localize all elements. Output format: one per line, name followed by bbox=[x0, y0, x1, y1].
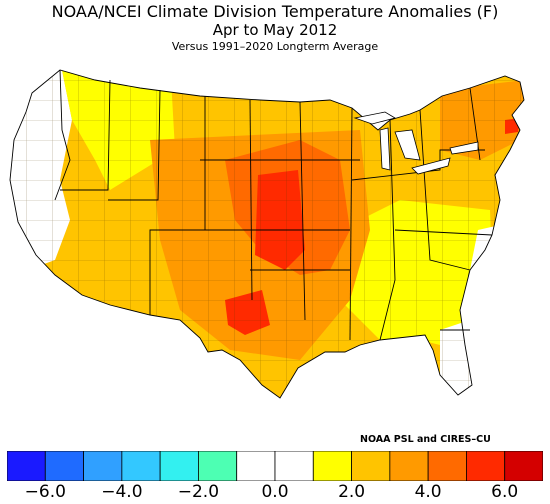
colorbar-bin bbox=[159, 451, 199, 481]
colorbar-tick-label: −2.0 bbox=[177, 482, 220, 502]
colorbar-tick-label: −6.0 bbox=[24, 482, 66, 502]
colorbar-bin bbox=[198, 451, 238, 481]
colorbar-tick-label: 4.0 bbox=[414, 482, 442, 502]
colorbar-tick-label: −4.0 bbox=[101, 482, 143, 502]
anomaly-fill bbox=[10, 70, 524, 398]
colorbar-bin bbox=[312, 451, 352, 481]
colorbar-bin bbox=[427, 451, 467, 481]
colorbar-tick-label: 6.0 bbox=[491, 482, 519, 502]
state-borders bbox=[9, 69, 525, 399]
map-baseline: Versus 1991–2020 Longterm Average bbox=[171, 40, 379, 53]
colorbar-bin bbox=[504, 451, 543, 481]
colorbar-bin bbox=[44, 451, 84, 481]
colorbar-tick-label: 0.0 bbox=[261, 482, 289, 502]
great-lakes bbox=[353, 111, 479, 175]
colorbar-bin bbox=[83, 451, 123, 481]
colorbar-bin bbox=[121, 451, 161, 481]
colorbar bbox=[7, 451, 543, 481]
colorbar-bin bbox=[351, 451, 391, 481]
colorbar-bin bbox=[7, 451, 46, 481]
colorbar-bin bbox=[389, 451, 429, 481]
colorbar-tick-label: 2.0 bbox=[338, 482, 366, 502]
map-period: Apr to May 2012 bbox=[212, 21, 338, 39]
map-title: NOAA/NCEI Climate Division Temperature A… bbox=[51, 2, 499, 21]
colorbar-bin bbox=[236, 451, 276, 481]
colorbar-bin bbox=[274, 451, 314, 481]
credit-label: NOAA PSL and CIRES–CU bbox=[360, 434, 491, 445]
colorbar-bin bbox=[466, 451, 506, 481]
us-climate-division-map bbox=[9, 69, 525, 399]
